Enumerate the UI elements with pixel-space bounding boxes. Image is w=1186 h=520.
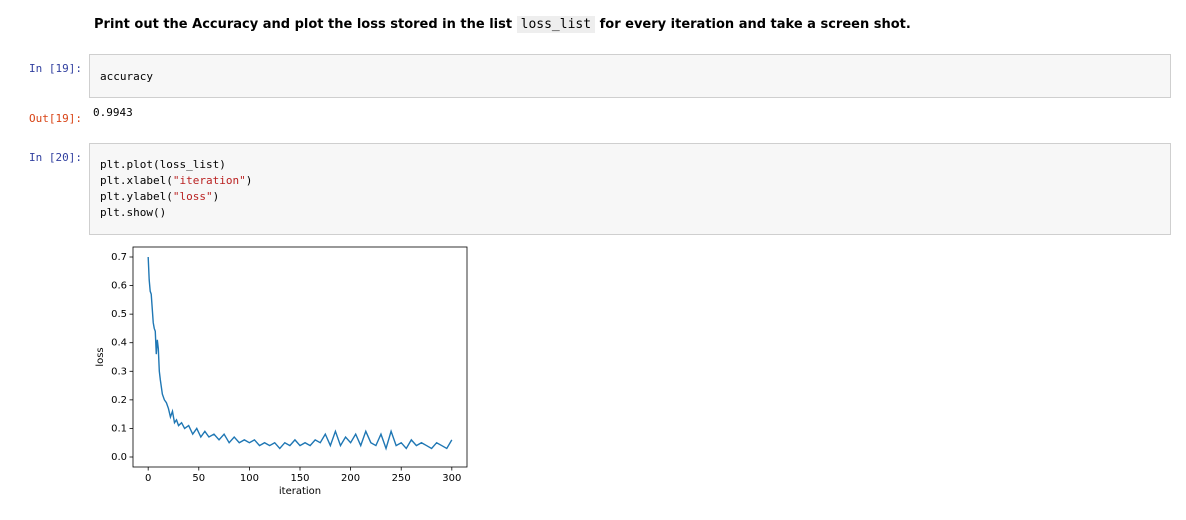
code-cell[interactable]: plt.plot(loss_list) plt.xlabel("iteration… <box>89 143 1171 235</box>
y-tick-label: 0.4 <box>111 338 127 349</box>
md-text: for every iteration and take a screen sh… <box>595 17 911 32</box>
code-line: plt.xlabel("iteration") <box>100 173 1160 189</box>
code-token: plt.ylabel( <box>100 190 173 203</box>
y-tick-label: 0.3 <box>111 366 127 377</box>
code-line: plt.plot(loss_list) <box>100 157 1160 173</box>
code-token: "iteration" <box>172 174 246 187</box>
y-tick-label: 0.7 <box>111 252 127 263</box>
code-token: accuracy <box>100 70 153 83</box>
y-tick-label: 0.0 <box>111 452 127 463</box>
code-line: plt.ylabel("loss") <box>100 189 1160 205</box>
code-token: plt.show() <box>100 206 167 219</box>
md-text: Print out the Accuracy and plot the loss… <box>94 17 517 32</box>
code-token: ) <box>245 174 253 187</box>
markdown: Print out the Accuracy and plot the loss… <box>94 16 911 33</box>
code-token: plt.xlabel( <box>100 174 173 187</box>
y-tick-label: 0.2 <box>111 395 127 406</box>
out-prompt: Out[19]: <box>29 112 82 125</box>
code-line: plt.show() <box>100 205 1160 221</box>
code-token: ) <box>212 190 220 203</box>
code-token: plt.plot(loss_list) <box>100 158 226 171</box>
axes-frame <box>132 246 468 468</box>
y-tick-label: 0.6 <box>111 281 127 292</box>
x-tick-label: 0 <box>145 473 151 484</box>
x-tick-label: 200 <box>341 473 360 484</box>
code-line: accuracy <box>100 69 1160 85</box>
y-tick-label: 0.1 <box>111 423 127 434</box>
code-cell[interactable]: accuracy <box>89 54 1171 98</box>
y-tick-label: 0.5 <box>111 309 127 320</box>
code-token: "loss" <box>172 190 213 203</box>
chart: 0.0 0.1 0.2 0.3 0.4 0.5 0.6 0.7 0 50 100 150 200 250 3… <box>95 246 468 497</box>
x-tick-label: 50 <box>192 473 205 484</box>
md-code: loss_list <box>516 16 596 33</box>
in-prompt: In [20]: <box>29 151 82 164</box>
in-prompt: In [19]: <box>29 62 82 75</box>
x-tick-label: 100 <box>240 473 259 484</box>
y-axis-label: loss <box>95 347 106 366</box>
loss-line <box>147 256 453 451</box>
x-tick-label: 150 <box>290 473 309 484</box>
x-tick-label: 300 <box>442 473 461 484</box>
x-axis-label: iteration <box>279 486 321 497</box>
x-tick-label: 250 <box>392 473 411 484</box>
output: 0.9943 <box>93 106 133 119</box>
